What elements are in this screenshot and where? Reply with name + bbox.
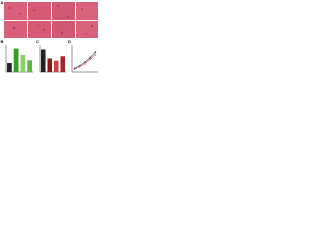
figure: A B C D	[1, 0, 98, 73]
point	[84, 61, 86, 63]
point	[94, 51, 97, 53]
micrographs	[4, 2, 98, 38]
panel-label: B	[1, 39, 4, 44]
bar	[47, 58, 53, 72]
bar	[60, 56, 66, 72]
bar	[7, 63, 12, 72]
panel-label: D	[68, 39, 71, 44]
panel-label: A	[1, 0, 4, 5]
bar	[20, 54, 26, 72]
point	[84, 63, 86, 65]
point	[89, 58, 91, 61]
bar	[27, 60, 32, 72]
bar	[40, 49, 46, 72]
tissue-texture	[8, 4, 94, 35]
bar	[53, 60, 59, 72]
point	[73, 68, 76, 71]
panel-label: C	[36, 39, 39, 44]
panel-divider	[4, 20, 98, 21]
point	[89, 56, 91, 59]
point	[94, 54, 97, 56]
bar	[13, 48, 19, 72]
point	[79, 65, 81, 68]
line	[74, 51, 96, 69]
